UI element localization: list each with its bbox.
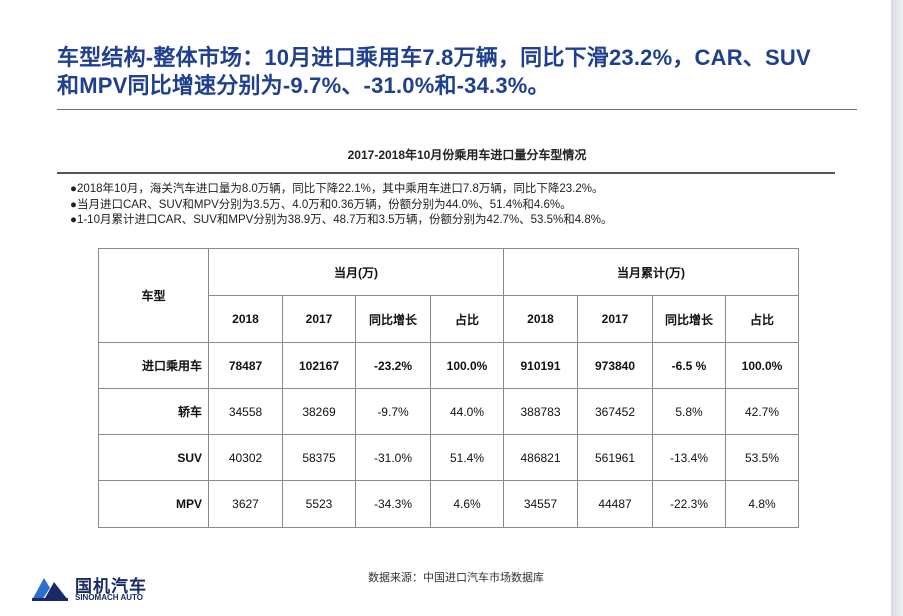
right-edge-bar: [891, 0, 903, 616]
header-ytd-2017: 2017: [577, 295, 653, 343]
import-volume-table: 车型 当月(万) 当月累计(万) 2018 2017 同比增长 占比 2018 …: [98, 248, 799, 528]
table-cell: 973840: [577, 342, 653, 389]
table-cell: 910191: [503, 342, 578, 389]
slide-headline: 车型结构-整体市场：10月进口乘用车7.8万辆，同比下滑23.2%，CAR、SU…: [57, 44, 857, 100]
table-cell: 78487: [208, 342, 283, 389]
header-month-2017: 2017: [282, 295, 356, 343]
table-cell: 34558: [208, 388, 283, 435]
logo-chinese-name: 国机汽车: [75, 577, 147, 596]
note-item: ●1-10月累计进口CAR、SUV和MPV分别为38.9万、48.7万和3.5万…: [70, 214, 613, 226]
table-title-divider: [57, 172, 835, 174]
table-title: 2017-2018年10月份乘用车进口量分车型情况: [347, 148, 587, 162]
table-cell: 100.0%: [725, 342, 799, 389]
logo-english-name: SINOMACH AUTO: [75, 593, 143, 602]
headline-divider: [57, 109, 857, 110]
headline-line-1: 车型结构-整体市场：10月进口乘用车7.8万辆，同比下滑23.2%，CAR、SU…: [57, 45, 811, 70]
headline-line-2: 和MPV同比增速分别为-9.7%、-31.0%和-34.3%。: [57, 73, 550, 98]
table-cell: 561961: [577, 434, 653, 481]
header-group-month: 当月(万): [208, 248, 504, 296]
table-cell: 42.7%: [725, 388, 799, 435]
table-row: SUV 40302 58375 -31.0% 51.4% 486821 5619…: [98, 434, 799, 481]
header-group-ytd: 当月累计(万): [503, 248, 799, 296]
sinomach-logo-icon: [32, 578, 68, 601]
table-cell: 51.4%: [430, 434, 504, 481]
table-cell: 102167: [282, 342, 356, 389]
table-cell: 44.0%: [430, 388, 504, 435]
header-ytd-2018: 2018: [503, 295, 578, 343]
table-cell: -23.2%: [355, 342, 431, 389]
table-cell: 40302: [208, 434, 283, 481]
table-cell: 34557: [503, 480, 578, 528]
table-cell: -22.3%: [652, 480, 726, 528]
table-cell: 367452: [577, 388, 653, 435]
row-label: 轿车: [98, 388, 209, 435]
data-source-note: 数据来源：中国进口汽车市场数据库: [368, 572, 544, 584]
table-cell: 44487: [577, 480, 653, 528]
table-cell: 3627: [208, 480, 283, 528]
table-cell: -9.7%: [355, 388, 431, 435]
header-month-share: 占比: [430, 295, 504, 343]
table-cell: -34.3%: [355, 480, 431, 528]
row-label: MPV: [98, 480, 209, 528]
row-label: 进口乘用车: [98, 342, 209, 389]
table-cell: 100.0%: [430, 342, 504, 389]
note-item: ●2018年10月，海关汽车进口量为8.0万辆，同比下降22.1%，其中乘用车进…: [70, 183, 604, 195]
table-cell: 38269: [282, 388, 356, 435]
note-item: ●当月进口CAR、SUV和MPV分别为3.5万、4.0万和0.36万辆，份额分别…: [70, 198, 572, 211]
table-row: 进口乘用车 78487 102167 -23.2% 100.0% 910191 …: [98, 342, 799, 389]
table-cell: 4.6%: [430, 480, 504, 528]
summary-notes: ●2018年10月，海关汽车进口量为8.0万辆，同比下降22.1%，其中乘用车进…: [70, 182, 850, 229]
header-ytd-yoy: 同比增长: [652, 295, 726, 343]
row-label: SUV: [98, 434, 209, 481]
table-cell: 388783: [503, 388, 578, 435]
table-cell: 5523: [282, 480, 356, 528]
table-cell: 486821: [503, 434, 578, 481]
header-ytd-share: 占比: [725, 295, 799, 343]
table-cell: -13.4%: [652, 434, 726, 481]
table-cell: -6.5 %: [652, 342, 726, 389]
table-row: MPV 3627 5523 -34.3% 4.6% 34557 44487 -2…: [98, 480, 799, 528]
table-cell: 5.8%: [652, 388, 726, 435]
table-cell: 4.8%: [725, 480, 799, 528]
table-cell: -31.0%: [355, 434, 431, 481]
table-cell: 53.5%: [725, 434, 799, 481]
header-vehicle-type: 车型: [98, 248, 209, 343]
table-cell: 58375: [282, 434, 356, 481]
table-row: 轿车 34558 38269 -9.7% 44.0% 388783 367452…: [98, 388, 799, 435]
header-month-2018: 2018: [208, 295, 283, 343]
header-month-yoy: 同比增长: [355, 295, 431, 343]
